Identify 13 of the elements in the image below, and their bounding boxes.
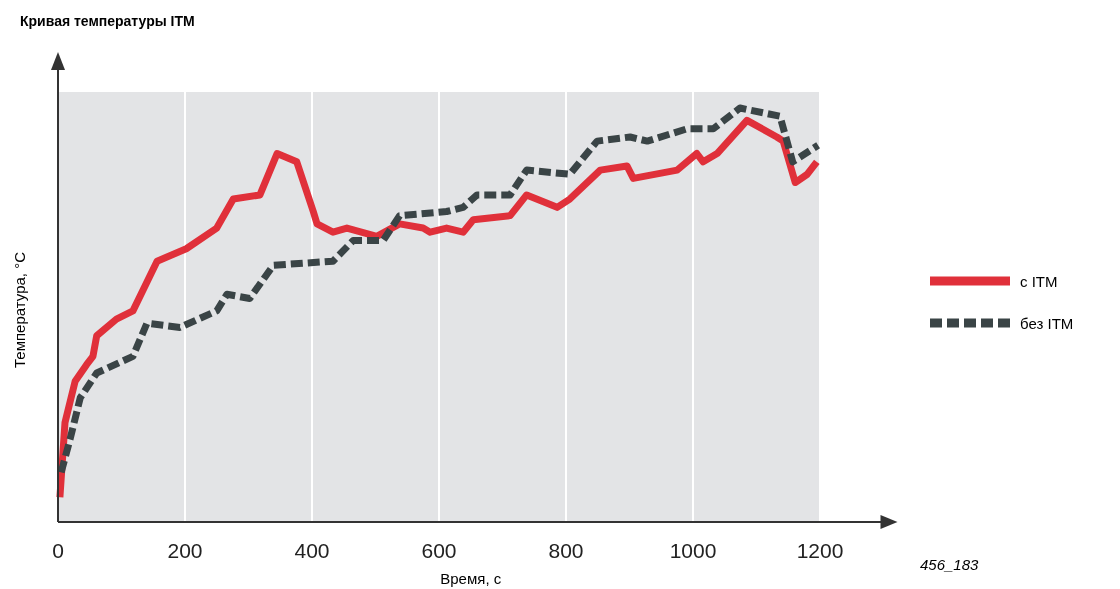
x-tick-label: 1000 [669, 539, 717, 562]
legend-label: с ITM [1020, 273, 1058, 290]
chart-title: Кривая температуры ITM [20, 13, 195, 29]
legend-label: без ITM [1020, 315, 1074, 332]
x-tick-label: 1200 [796, 539, 844, 562]
x-tick-label: 200 [167, 539, 203, 562]
text: 456_183 [920, 556, 980, 573]
x-tick-label: 0 [52, 539, 64, 562]
x-tick-label: 600 [421, 539, 457, 562]
x-axis-title: Время, с [440, 570, 502, 587]
y-axis-title: Температура, °C [11, 251, 28, 369]
x-tick-label: 400 [294, 539, 330, 562]
x-tick-label: 800 [548, 539, 584, 562]
